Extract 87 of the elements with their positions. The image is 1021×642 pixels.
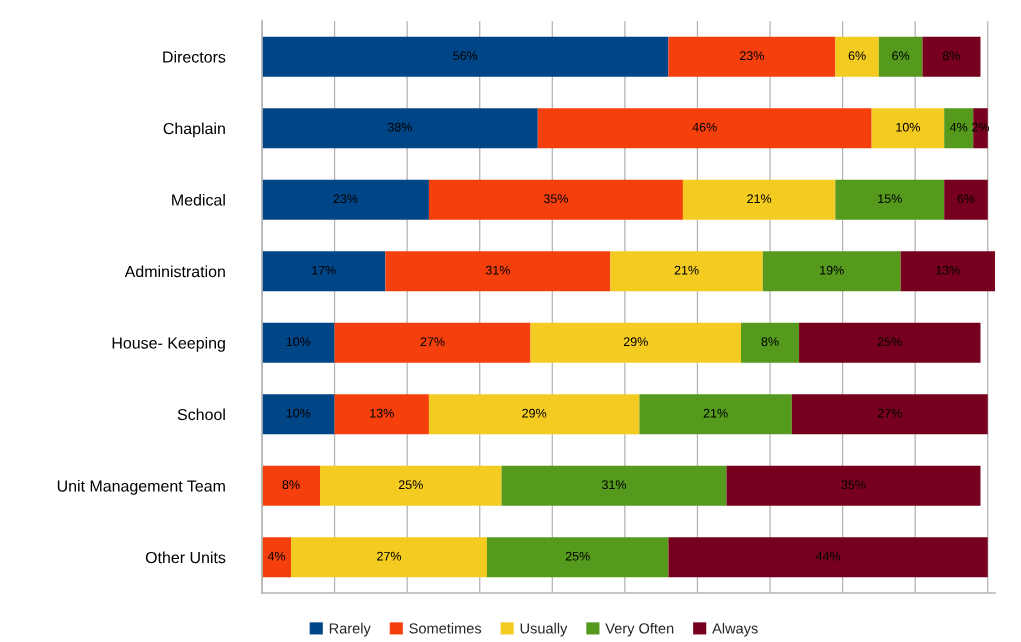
bar <box>610 251 763 292</box>
bar <box>262 394 335 435</box>
data-label: 31% <box>485 265 510 275</box>
data-label: 44% <box>815 551 841 561</box>
bar <box>262 537 292 578</box>
data-label: 25% <box>877 337 902 347</box>
data-label: 56% <box>453 51 478 61</box>
legend-label: Very Often <box>605 622 674 637</box>
bar <box>262 108 538 149</box>
bar <box>537 108 872 149</box>
bar <box>428 394 640 435</box>
bar <box>639 394 792 435</box>
y-tick-label: School <box>177 408 225 421</box>
data-label: 19% <box>820 265 844 275</box>
bar <box>334 394 429 435</box>
bar <box>791 394 988 435</box>
bar <box>501 465 727 506</box>
legend-label: Sometimes <box>409 622 482 634</box>
data-label: 27% <box>420 337 445 347</box>
bar <box>835 179 945 220</box>
bar <box>291 537 487 578</box>
data-label: 10% <box>286 337 311 347</box>
bar <box>944 179 988 220</box>
data-label: 17% <box>312 265 336 275</box>
data-label: 38% <box>387 122 412 132</box>
data-label: 6% <box>957 194 975 204</box>
data-label: 46% <box>692 122 717 132</box>
bar <box>682 179 836 220</box>
bar <box>334 322 531 363</box>
legend-label: Usually <box>520 622 568 637</box>
data-label: 21% <box>747 194 772 204</box>
data-label: 13% <box>936 265 960 275</box>
data-label: 29% <box>623 337 648 347</box>
bar <box>385 251 611 292</box>
y-tick-label: Other Units <box>145 551 226 564</box>
data-label: 35% <box>841 480 866 490</box>
bar <box>871 108 945 149</box>
bar <box>740 322 800 363</box>
data-label: 8% <box>761 337 779 347</box>
bar <box>900 251 995 292</box>
bar <box>486 537 669 578</box>
y-tick-label: Administration <box>124 265 225 278</box>
bar <box>799 322 981 363</box>
data-label: 35% <box>543 194 568 204</box>
data-label: 21% <box>674 265 699 275</box>
data-label: 27% <box>877 408 902 418</box>
data-label: 4% <box>949 122 968 132</box>
data-label: 8% <box>282 480 300 490</box>
bar <box>262 36 669 77</box>
data-label: 23% <box>333 194 358 204</box>
data-label: 4% <box>267 551 286 561</box>
data-label: 6% <box>848 51 866 61</box>
data-label: 13% <box>370 408 394 418</box>
data-label: 10% <box>896 122 920 132</box>
data-label: 29% <box>522 408 547 418</box>
bar <box>835 36 879 77</box>
y-tick-label: Directors <box>163 50 226 63</box>
y-tick-label: Medical <box>172 193 225 206</box>
bar <box>530 322 741 363</box>
bar <box>726 465 981 506</box>
data-label: 15% <box>878 194 902 204</box>
bar <box>262 179 429 220</box>
bar <box>762 251 901 292</box>
bar <box>428 179 683 220</box>
bar <box>320 465 502 506</box>
data-label: 21% <box>703 408 728 418</box>
legend-label: Rarely <box>329 622 371 637</box>
y-tick-label: Chaplain <box>163 122 225 138</box>
y-tick-label: House- Keeping <box>112 336 225 352</box>
bar <box>878 36 923 77</box>
bar <box>922 36 981 77</box>
bar <box>262 251 386 292</box>
data-label: 10% <box>286 408 311 418</box>
bar <box>668 36 836 77</box>
data-label: 6% <box>892 51 910 61</box>
bar <box>668 537 988 578</box>
legend-label: Always <box>712 622 758 637</box>
data-label: 8% <box>942 51 961 61</box>
data-label: 31% <box>601 480 627 490</box>
data-label: 27% <box>377 551 402 561</box>
y-tick-label: Unit Management Team <box>57 479 225 495</box>
bar <box>262 322 335 363</box>
bar <box>262 465 321 506</box>
data-label: 25% <box>565 551 590 561</box>
bar <box>944 108 974 149</box>
data-label: 23% <box>740 51 764 61</box>
data-label: 25% <box>398 480 423 490</box>
